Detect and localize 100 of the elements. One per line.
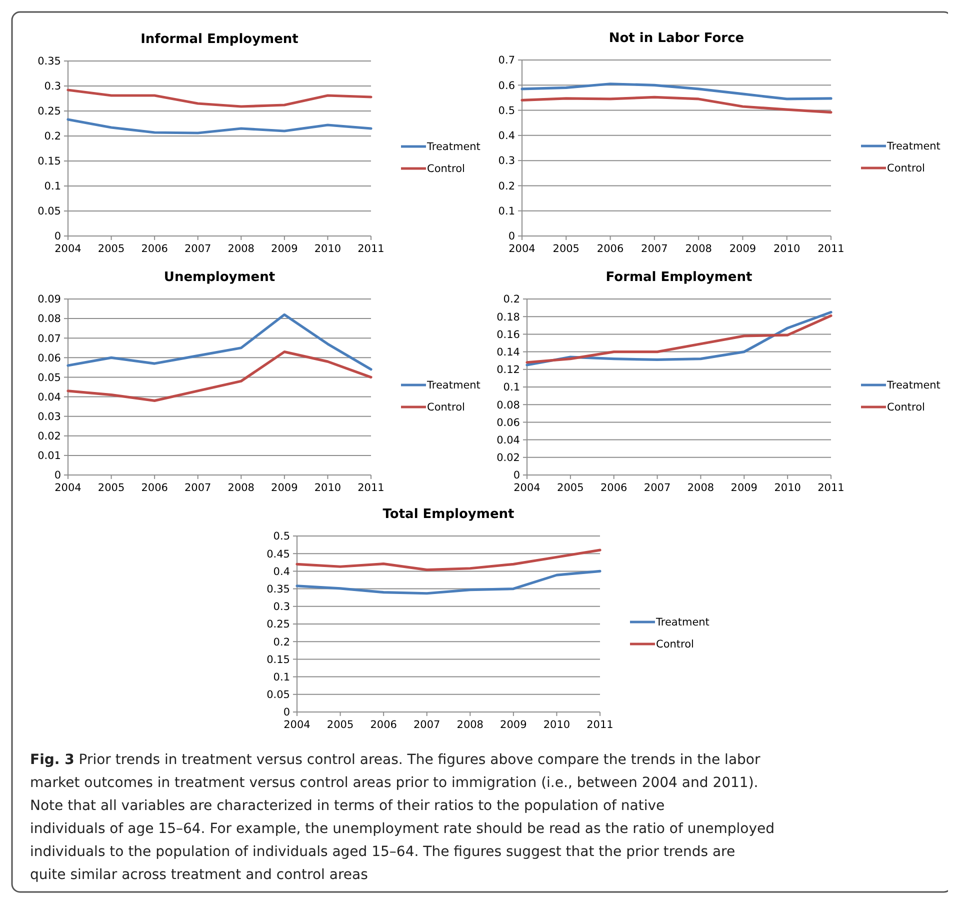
- x-tick-label: 2009: [271, 482, 298, 494]
- x-tick-label: 2007: [644, 482, 671, 494]
- y-tick-label: 0: [54, 230, 61, 243]
- line-series: [66, 313, 372, 371]
- y-tick-label: 0.03: [38, 411, 61, 424]
- y-tick-label: 0.7: [498, 54, 515, 67]
- y-tick-label: 0: [508, 230, 515, 243]
- x-tick-label: 2011: [358, 482, 384, 494]
- y-tick-label: 0.15: [266, 654, 290, 666]
- x-tick-label: 2008: [687, 482, 714, 494]
- chart-title: Total Employment: [382, 507, 514, 522]
- y-tick-label: 0.4: [498, 130, 516, 142]
- y-tick-label: 0.1: [498, 206, 515, 218]
- x-tick-label: 2004: [54, 482, 82, 494]
- y-tick-label: 0.04: [38, 391, 62, 404]
- y-tick-label: 0.05: [38, 372, 61, 384]
- line-series: [520, 96, 832, 114]
- x-tick-label: 2005: [98, 243, 125, 255]
- y-tick-label: 0.08: [38, 313, 61, 326]
- legend-label: Control: [656, 638, 694, 651]
- legend-label: Treatment: [426, 141, 480, 154]
- x-tick-label: 2007: [641, 243, 668, 255]
- x-tick-label: 2004: [54, 243, 82, 255]
- x-tick-label: 2004: [514, 482, 541, 494]
- legend-label: Control: [887, 402, 925, 414]
- y-tick-label: 0.35: [266, 583, 290, 596]
- y-tick-label: 0.02: [38, 430, 61, 443]
- legend-label: Treatment: [655, 616, 710, 629]
- line-series: [296, 570, 602, 595]
- y-tick-label: 0.2: [503, 294, 520, 306]
- x-tick-label: 2004: [508, 243, 536, 255]
- legend-label: Treatment: [886, 140, 940, 153]
- y-tick-label: 0.1: [503, 382, 520, 394]
- x-tick-label: 2007: [184, 243, 212, 255]
- y-tick-label: 0: [513, 470, 520, 482]
- x-tick-label: 2011: [358, 243, 384, 255]
- line-series: [66, 118, 372, 134]
- x-tick-label: 2008: [228, 243, 255, 255]
- line-series: [296, 548, 602, 572]
- x-tick-label: 2008: [228, 482, 255, 494]
- x-tick-label: 2011: [586, 719, 614, 731]
- x-tick-label: 2006: [370, 719, 398, 731]
- y-tick-label: 0.06: [38, 352, 62, 364]
- y-tick-label: 0.1: [44, 180, 61, 193]
- y-tick-label: 0.07: [38, 332, 61, 345]
- y-tick-label: 0: [283, 706, 290, 719]
- legend-label: Control: [887, 162, 925, 175]
- y-tick-label: 0.3: [44, 80, 61, 93]
- y-tick-label: 0.4: [273, 566, 290, 578]
- y-tick-label: 0: [54, 470, 61, 482]
- y-tick-label: 0.5: [273, 530, 290, 543]
- x-tick-label: 2011: [818, 482, 844, 494]
- y-tick-label: 0.09: [38, 294, 61, 306]
- x-tick-label: 2009: [271, 243, 298, 255]
- chart-title: Not in Labor Force: [608, 31, 744, 46]
- y-tick-label: 0.15: [38, 156, 61, 168]
- x-tick-label: 2009: [500, 719, 527, 731]
- y-tick-label: 0.3: [273, 601, 290, 614]
- chart-title: Unemployment: [164, 270, 276, 285]
- chart-title: Formal Employment: [606, 270, 752, 285]
- x-tick-label: 2009: [729, 243, 756, 255]
- x-tick-label: 2007: [413, 719, 440, 731]
- y-tick-label: 0.08: [496, 399, 520, 412]
- y-tick-label: 0.2: [273, 636, 290, 648]
- chart-title: Informal Employment: [140, 32, 298, 47]
- legend-label: Treatment: [426, 380, 480, 392]
- x-tick-label: 2005: [98, 482, 125, 494]
- y-tick-label: 0.2: [498, 180, 515, 192]
- line-series: [520, 82, 832, 100]
- x-tick-label: 2006: [141, 482, 168, 494]
- x-tick-label: 2008: [456, 719, 484, 731]
- legend-label: Control: [427, 163, 465, 176]
- x-tick-label: 2009: [730, 482, 758, 494]
- y-tick-label: 0.05: [266, 689, 290, 702]
- x-tick-label: 2004: [284, 719, 311, 731]
- y-tick-label: 0.02: [496, 452, 520, 464]
- y-tick-label: 0.18: [496, 311, 520, 324]
- x-tick-label: 2005: [552, 243, 580, 255]
- y-tick-label: 0.2: [44, 130, 61, 143]
- x-tick-label: 2010: [774, 482, 801, 494]
- y-tick-label: 0.5: [498, 104, 515, 117]
- y-tick-label: 0.16: [496, 328, 520, 341]
- legend-label: Control: [427, 402, 465, 414]
- y-tick-label: 0.05: [38, 206, 61, 218]
- y-tick-label: 0.01: [38, 450, 61, 462]
- line-series: [66, 88, 372, 108]
- x-tick-label: 2010: [543, 719, 570, 731]
- x-tick-label: 2006: [596, 243, 624, 255]
- x-tick-label: 2008: [685, 243, 712, 255]
- y-tick-label: 0.1: [273, 671, 290, 684]
- x-tick-label: 2006: [600, 482, 628, 494]
- y-tick-label: 0.35: [38, 56, 61, 68]
- y-tick-label: 0.25: [266, 618, 290, 631]
- y-tick-label: 0.3: [498, 155, 515, 168]
- y-tick-label: 0.45: [266, 548, 290, 560]
- line-series: [66, 350, 372, 402]
- y-tick-label: 0.12: [496, 364, 520, 376]
- y-tick-label: 0.04: [496, 434, 520, 446]
- x-tick-label: 2006: [141, 243, 168, 255]
- x-tick-label: 2010: [314, 243, 342, 255]
